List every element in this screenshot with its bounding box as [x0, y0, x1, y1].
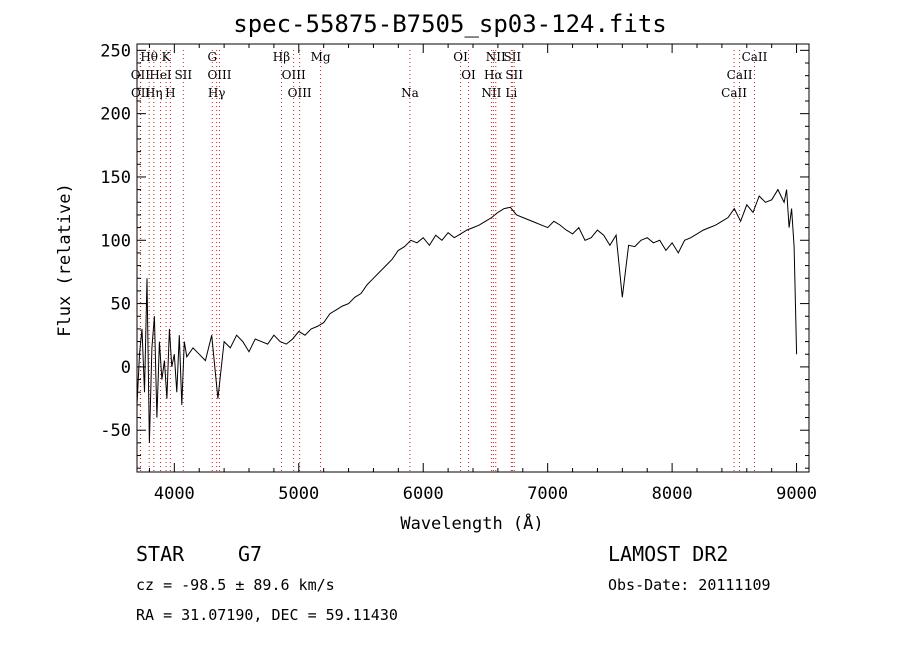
line-label: OI [461, 68, 476, 82]
y-tick-label: 50 [111, 295, 131, 315]
line-label: OIII [282, 68, 306, 82]
line-label: OII [131, 86, 151, 100]
y-tick-label: 100 [100, 231, 131, 251]
line-label: SII [505, 68, 523, 82]
line-label: Hα [484, 68, 503, 82]
line-label: Mg [311, 50, 331, 64]
plot-frame [136, 43, 810, 473]
line-label: OII [131, 68, 151, 82]
line-label: Hβ [273, 50, 290, 64]
line-label: NII [481, 86, 501, 100]
object-class: STAR [136, 542, 185, 566]
line-label: OIII [207, 68, 231, 82]
line-label: NII [486, 50, 506, 64]
line-label: Hγ [208, 86, 226, 100]
line-label: HeI [149, 68, 172, 82]
line-label: K [162, 50, 172, 64]
x-tick-label: 6000 [403, 484, 444, 504]
line-label: SII [503, 50, 521, 64]
x-tick-label: 7000 [527, 484, 568, 504]
x-tick-label: 4000 [154, 484, 195, 504]
coordinates: RA = 31.07190, DEC = 59.11430 [136, 606, 398, 624]
line-label: G [207, 50, 217, 64]
line-label: Hη [145, 86, 163, 100]
line-label: OI [453, 50, 468, 64]
y-axis-label: Flux (relative) [55, 183, 75, 337]
x-axis-label: Wavelength (Å) [400, 512, 543, 534]
x-tick-label: 8000 [652, 484, 693, 504]
y-tick-label: 0 [121, 358, 131, 378]
line-label: Li [505, 86, 517, 100]
axes: 4000 5000 6000 7000 8000 9000 -50 0 50 100 150 200 2… [100, 41, 817, 504]
y-tick-label: 200 [100, 105, 131, 125]
x-tick-label: 9000 [776, 484, 817, 504]
spectrum-line [136, 188, 798, 443]
spectrum-series [136, 188, 798, 443]
x-tick-label: 5000 [278, 484, 319, 504]
line-label: SII [174, 68, 192, 82]
y-tick-label: 250 [100, 41, 131, 61]
redshift-value: cz = -98.5 ± 89.6 km/s [136, 576, 335, 594]
emission-line-markers [139, 50, 755, 472]
observation-date: Obs-Date: 20111109 [608, 576, 771, 594]
chart-title: spec-55875-B7505_sp03-124.fits [233, 10, 667, 38]
y-tick-label: 150 [100, 168, 131, 188]
line-label: Na [401, 86, 419, 100]
object-subclass: G7 [238, 542, 263, 566]
line-label: H [165, 86, 175, 100]
survey-name: LAMOST DR2 [608, 542, 729, 566]
line-label: CaII [742, 50, 768, 64]
y-tick-label: -50 [100, 421, 131, 441]
line-label: CaII [727, 68, 753, 82]
line-label: OIII [288, 86, 312, 100]
line-label: Hθ [140, 50, 158, 64]
line-label: CaII [721, 86, 747, 100]
